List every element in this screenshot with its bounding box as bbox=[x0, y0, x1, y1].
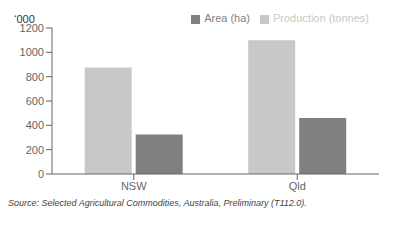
svg-text:Qld: Qld bbox=[289, 180, 306, 192]
svg-text:0: 0 bbox=[38, 168, 44, 180]
svg-text:400: 400 bbox=[26, 119, 44, 131]
html-text:‘000: ‘000 bbox=[14, 13, 35, 25]
html-text:Source: Selected Agricultural: Source: Selected Agricultural Commoditie… bbox=[8, 198, 307, 208]
html-text:Area (ha): Area (ha) bbox=[204, 12, 250, 24]
svg-text:800: 800 bbox=[26, 71, 44, 83]
svg-text:1200: 1200 bbox=[19, 21, 44, 34]
svg-text:1000: 1000 bbox=[20, 46, 44, 58]
svg-text:600: 600 bbox=[26, 95, 44, 107]
html-text:Production (tonnes): Production (tonnes) bbox=[273, 12, 369, 24]
svg-text:200: 200 bbox=[26, 144, 44, 156]
svg-text:NSW: NSW bbox=[121, 180, 147, 192]
